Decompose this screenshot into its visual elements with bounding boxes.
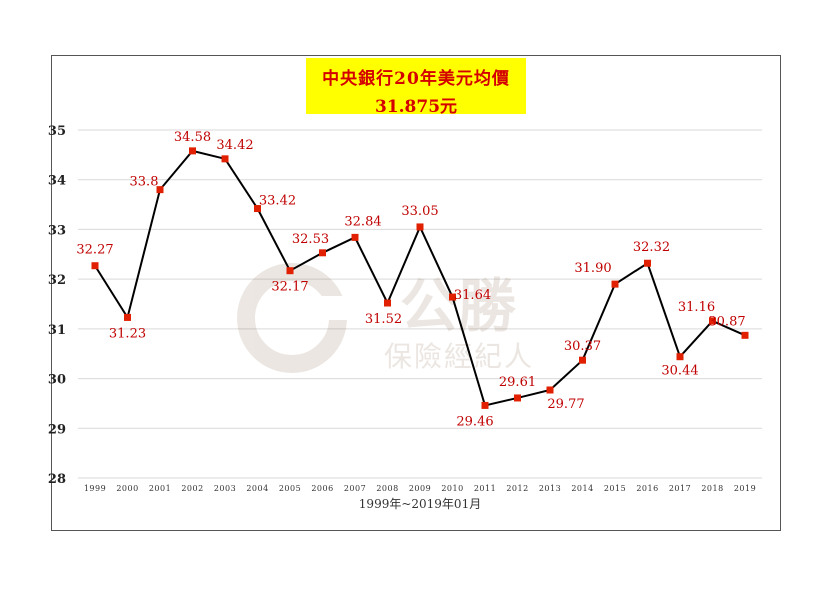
- data-point: [546, 386, 554, 394]
- chart-title-box: 中央銀行20年美元均價 31.875元: [306, 58, 526, 117]
- chart-frame: [51, 55, 781, 531]
- x-tick-label: 2016: [636, 484, 658, 493]
- y-tick-label: 31: [48, 323, 66, 338]
- x-tick-label: 2001: [149, 484, 171, 493]
- x-tick-label: 2018: [701, 484, 723, 493]
- data-label: 31.90: [574, 261, 611, 276]
- data-point: [286, 267, 294, 275]
- y-tick-label: 32: [48, 273, 66, 288]
- x-tick-label: 2015: [604, 484, 626, 493]
- data-label: 30.87: [708, 314, 745, 329]
- y-tick-label: 30: [48, 373, 66, 388]
- data-label: 32.84: [344, 214, 381, 229]
- x-tick-label: 2000: [116, 484, 138, 493]
- y-tick-label: 29: [48, 422, 66, 437]
- data-label: 33.05: [401, 204, 438, 219]
- data-label: 30.44: [661, 364, 698, 379]
- data-point: [676, 353, 684, 361]
- data-labels: 32.27 31.23 33.8 34.58 34.42 33.42 32.17 32.53 3…: [76, 130, 745, 430]
- data-label: 29.77: [547, 397, 584, 412]
- data-label: 33.8: [130, 175, 159, 190]
- data-label: 31.52: [365, 312, 402, 327]
- y-tick-label: 33: [48, 223, 66, 238]
- data-point: [481, 401, 489, 409]
- x-tick-label: 2006: [311, 484, 333, 493]
- x-tick-label: 2012: [506, 484, 528, 493]
- data-point: [91, 262, 99, 270]
- data-label: 31.16: [678, 300, 715, 315]
- data-label: 29.46: [456, 414, 493, 429]
- data-label: 31.23: [109, 326, 146, 341]
- chart-title: 中央銀行20年美元均價: [322, 69, 510, 89]
- data-point: [319, 249, 326, 257]
- data-point: [416, 223, 424, 231]
- data-point: [514, 394, 521, 402]
- data-point: [709, 317, 716, 325]
- x-tick-label: 2007: [344, 484, 366, 493]
- chart-subtitle: 31.875元: [374, 97, 458, 117]
- data-point: [156, 186, 164, 194]
- x-tick-label: 2011: [474, 484, 496, 493]
- x-tick-label: 2004: [246, 484, 268, 493]
- data-point: [579, 356, 586, 364]
- watermark-subtitle: 保險經紀人: [384, 340, 534, 373]
- data-label: 32.17: [271, 280, 308, 295]
- data-markers: [91, 147, 749, 409]
- data-point: [611, 280, 619, 288]
- x-tick-label: 2005: [279, 484, 301, 493]
- data-label: 33.42: [259, 194, 296, 209]
- x-tick-label: 1999: [84, 484, 106, 493]
- data-point: [449, 293, 456, 301]
- y-tick-label: 34: [48, 174, 66, 189]
- data-point: [221, 155, 229, 163]
- data-point: [741, 331, 749, 339]
- y-tick-label: 28: [48, 472, 66, 487]
- data-label: 31.64: [454, 288, 491, 303]
- y-axis-ticks: 28 29 30 31 32 33 34 35: [48, 124, 66, 487]
- data-label: 34.42: [216, 138, 253, 153]
- y-tick-label: 35: [48, 124, 66, 139]
- watermark-brand: 公勝: [400, 272, 517, 340]
- x-tick-label: 2003: [214, 484, 236, 493]
- data-label: 32.32: [633, 240, 670, 255]
- data-point: [124, 313, 131, 321]
- data-point: [189, 147, 196, 155]
- x-tick-label: 2009: [409, 484, 431, 493]
- data-point: [384, 299, 391, 307]
- data-point: [254, 205, 261, 213]
- data-label: 34.58: [174, 130, 211, 145]
- data-label: 32.27: [76, 243, 113, 258]
- x-axis-ticks: 1999 2000 2001 2002 2003 2004 2005 2006 2007 2008…: [84, 484, 756, 493]
- data-point: [644, 259, 651, 267]
- x-tick-label: 2010: [441, 484, 463, 493]
- x-axis-label: 1999年~2019年01月: [359, 497, 481, 511]
- data-label: 32.53: [292, 232, 329, 247]
- data-label: 29.61: [499, 375, 536, 390]
- data-label: 30.37: [564, 339, 601, 354]
- data-point: [351, 233, 359, 241]
- x-tick-label: 2017: [669, 484, 691, 493]
- x-tick-label: 2014: [571, 484, 593, 493]
- x-tick-label: 2008: [376, 484, 398, 493]
- watermark-ring-cut: [300, 296, 352, 320]
- x-tick-label: 2013: [539, 484, 561, 493]
- x-tick-label: 2019: [734, 484, 756, 493]
- x-tick-label: 2002: [181, 484, 203, 493]
